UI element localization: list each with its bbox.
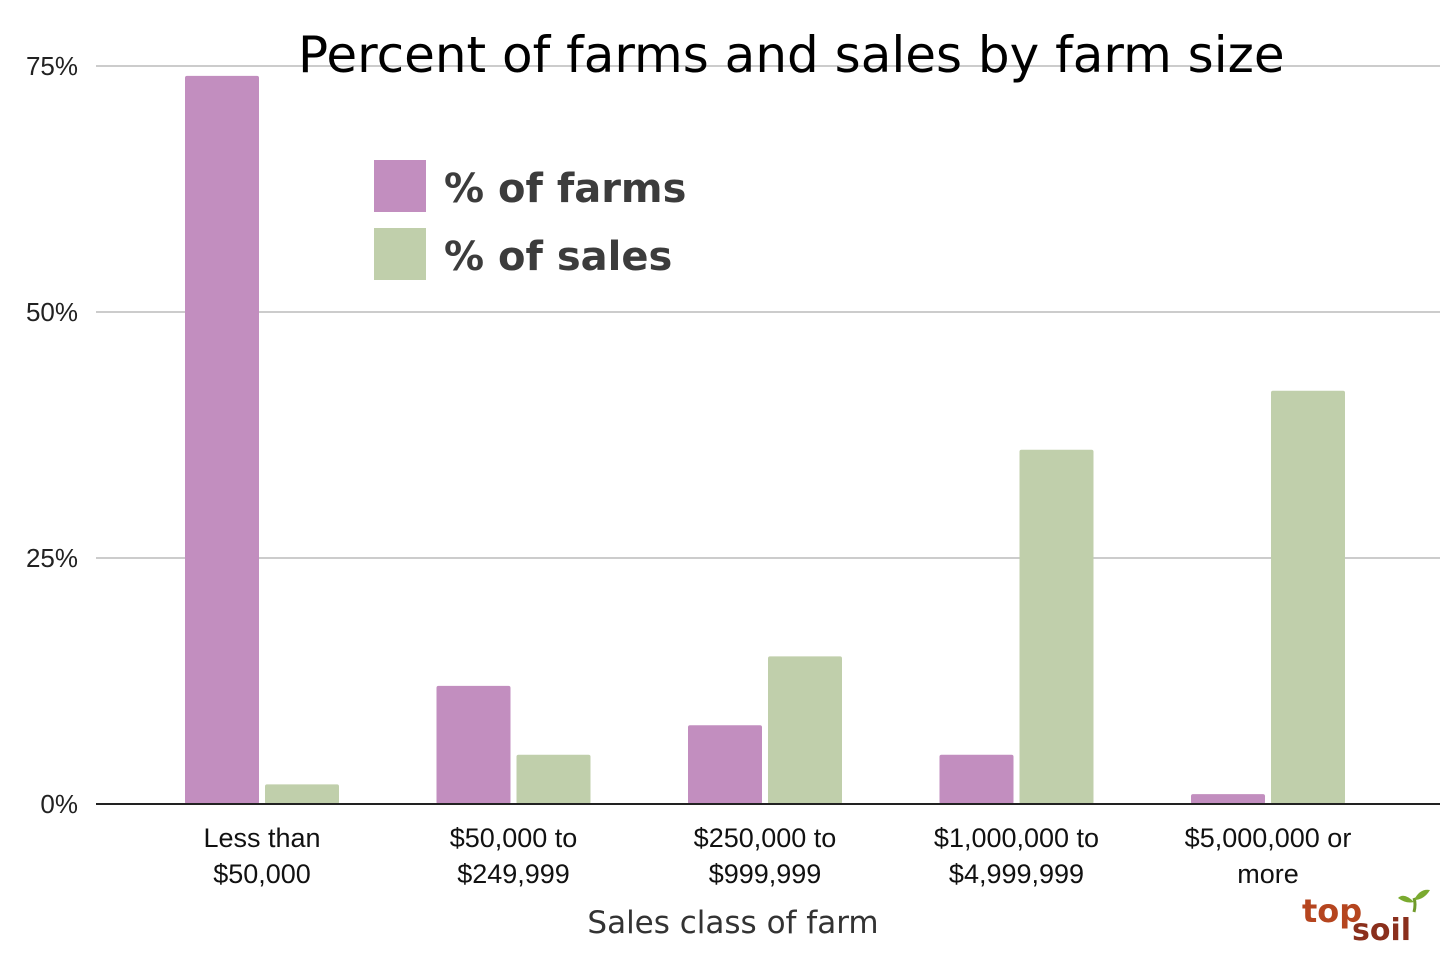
x-tick-label: $5,000,000 or: [1185, 823, 1352, 853]
logo-text-top: top: [1302, 892, 1362, 930]
gridlines: [96, 65, 1440, 559]
legend: % of farms % of sales: [374, 160, 686, 280]
topsoil-logo: top soil: [1302, 889, 1430, 948]
y-tick-label: 25%: [26, 543, 78, 573]
y-tick-label: 75%: [26, 51, 78, 81]
bars: [185, 75, 1345, 805]
x-tick-label: $1,000,000 to: [934, 823, 1099, 853]
y-tick-label: 0%: [40, 789, 78, 819]
x-tick-label: Less than: [203, 823, 320, 853]
bar-sales-4: [1271, 390, 1345, 804]
legend-swatch-farms: [374, 160, 426, 212]
x-tick-label: $250,000 to: [694, 823, 837, 853]
x-axis-categories: Less than $50,000 $50,000 to $249,999 $250,0…: [203, 823, 1351, 889]
bar-farms-3: [939, 754, 1014, 804]
bar-farms-4: [1191, 794, 1265, 804]
bar-sales-1: [516, 754, 591, 804]
bar-farms-0: [185, 75, 259, 805]
x-tick-label: $50,000 to: [450, 823, 578, 853]
x-tick-label: $50,000: [213, 859, 311, 889]
chart-title: Percent of farms and sales by farm size: [298, 26, 1285, 84]
bar-sales-2: [768, 656, 842, 804]
x-tick-label: $999,999: [709, 859, 822, 889]
legend-swatch-sales: [374, 228, 426, 280]
legend-label-farms: % of farms: [444, 166, 686, 212]
y-axis-ticks: 0% 25% 50% 75%: [26, 51, 78, 819]
x-tick-label: $249,999: [457, 859, 570, 889]
bar-sales-3: [1019, 449, 1094, 804]
x-axis-label: Sales class of farm: [587, 905, 878, 941]
x-tick-label: more: [1237, 859, 1299, 889]
sprout-icon: [1398, 889, 1430, 913]
bar-sales-0: [265, 784, 339, 804]
y-tick-label: 50%: [26, 297, 78, 327]
legend-label-sales: % of sales: [444, 234, 672, 280]
logo-text-soil: soil: [1352, 913, 1411, 948]
bar-farms-1: [436, 685, 511, 804]
bar-farms-2: [688, 725, 762, 804]
x-tick-label: $4,999,999: [949, 859, 1084, 889]
